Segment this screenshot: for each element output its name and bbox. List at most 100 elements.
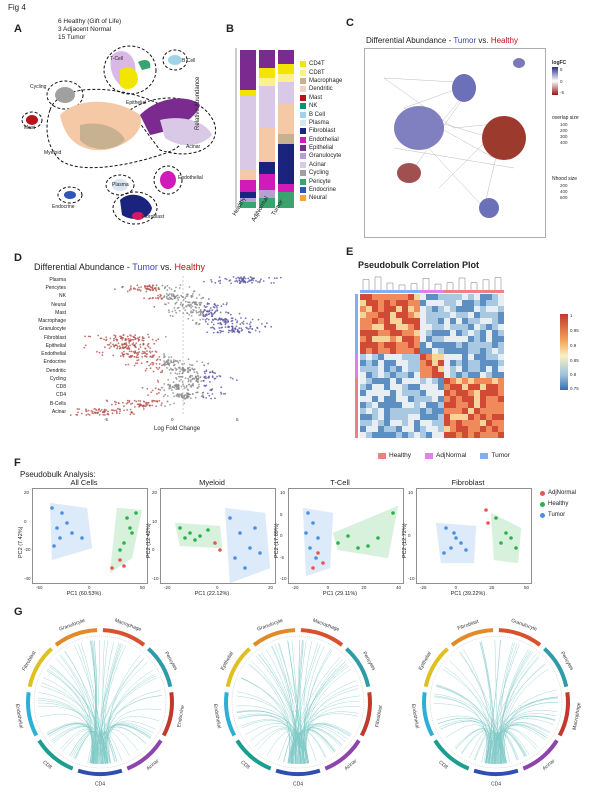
panel-c-nhood-ticks: 200 400 600	[560, 183, 568, 201]
d-row-label: Fibroblast	[44, 334, 66, 341]
e-heat-cell	[468, 342, 474, 348]
e-heat-cell	[456, 390, 462, 396]
d-swarm-point	[163, 395, 165, 398]
f-point-healthy	[193, 538, 197, 542]
e-heat-cell	[438, 378, 444, 384]
d-swarm-point	[185, 305, 187, 307]
d-swarm-point	[199, 303, 202, 306]
d-swarm-point	[217, 319, 220, 321]
e-heat-cell	[408, 354, 414, 360]
g-sector-label: Fibroblast	[374, 704, 384, 727]
umap-label-mast: Mast	[24, 125, 35, 131]
d-swarm-point	[211, 315, 214, 318]
e-heat-cell	[474, 378, 480, 384]
e-heat-cell	[462, 426, 468, 432]
e-heat-cell	[360, 306, 366, 312]
panel-e-letter: E	[346, 246, 354, 258]
d-swarm-point	[258, 331, 261, 333]
e-heat-cell	[396, 408, 402, 414]
b-legend-swatch	[300, 103, 306, 110]
e-heat-cell	[396, 312, 402, 318]
e-heat-cell	[498, 324, 504, 330]
g-link	[106, 726, 147, 764]
e-heat-cell	[492, 432, 498, 438]
d-swarm-point	[108, 347, 111, 349]
d-swarm-point	[128, 355, 131, 358]
f-point-tumor	[253, 526, 257, 530]
g-link	[106, 729, 139, 764]
e-heat-cell	[420, 366, 426, 372]
d-swarm-point	[132, 287, 135, 290]
d-swarm-point	[174, 302, 177, 305]
d-swarm-point	[69, 414, 72, 416]
e-dendro-branch	[398, 284, 406, 292]
d-swarm-point	[207, 362, 210, 365]
g-link	[260, 652, 303, 764]
d-swarm-point	[168, 369, 171, 371]
e-heat-cell	[420, 408, 426, 414]
e-heat-cell	[450, 396, 456, 402]
e-group-bar-top	[432, 290, 438, 293]
e-heat-cell	[486, 384, 492, 390]
b-legend-swatch	[300, 61, 306, 68]
d-swarm-point	[155, 362, 158, 365]
d-swarm-point	[130, 288, 132, 291]
d-swarm-point	[182, 312, 185, 315]
e-heat-cell	[366, 402, 372, 408]
d-swarm-point	[170, 288, 173, 291]
e-heat-cell	[414, 426, 420, 432]
e-heat-cell	[414, 408, 420, 414]
d-swarm-point	[210, 321, 213, 324]
f-point-tumor	[65, 521, 69, 525]
d-swarm-point	[185, 386, 188, 388]
e-heat-cell	[402, 342, 408, 348]
e-heat-cell	[468, 384, 474, 390]
e-heat-cell	[486, 354, 492, 360]
e-heat-cell	[408, 312, 414, 318]
e-heat-cell	[462, 294, 468, 300]
e-heat-cell	[372, 336, 378, 342]
d-swarm-point	[105, 399, 108, 402]
g-link	[434, 695, 488, 764]
d-swarm-point	[157, 338, 160, 341]
d-swarm-point	[179, 368, 181, 370]
e-heat-cell	[468, 372, 474, 378]
d-swarm-point	[138, 288, 141, 291]
f-xlabel: PC1 (60.53%)	[66, 591, 102, 597]
e-heat-cell	[444, 408, 450, 414]
e-heat-cell	[462, 384, 468, 390]
e-heat-cell	[432, 294, 438, 300]
d-swarm-point	[276, 277, 278, 279]
e-heat-cell	[450, 300, 456, 306]
d-swarm-point	[140, 362, 143, 364]
d-swarm-point	[234, 327, 237, 330]
d-swarm-point	[211, 309, 214, 312]
f-point-tumor	[454, 536, 458, 540]
d-swarm-point	[163, 383, 166, 385]
g-sector-label: Endothelial	[14, 704, 24, 729]
e-heat-cell	[372, 390, 378, 396]
d-swarm-point	[251, 281, 254, 284]
d-swarm-point	[270, 282, 273, 284]
d-swarm-point	[170, 359, 172, 362]
g-circos-plot: MacrophagePericytesEndocrineAcinarCD4CD8…	[14, 618, 186, 788]
d-swarm-point	[122, 350, 125, 353]
g-link	[300, 640, 304, 764]
e-group-bar-top	[444, 290, 450, 293]
e-heat-cell	[396, 366, 402, 372]
d-swarm-point	[167, 363, 170, 366]
e-heat-cell	[498, 306, 504, 312]
e-heat-cell	[498, 318, 504, 324]
d-swarm-point	[151, 350, 154, 353]
d-swarm-point	[156, 358, 159, 361]
d-swarm-point	[155, 297, 157, 299]
panel-a-umap	[21, 45, 216, 225]
g-link	[104, 669, 154, 764]
d-swarm-point	[172, 293, 174, 295]
e-heat-cell	[390, 396, 396, 402]
e-heat-cell	[444, 420, 450, 426]
panel-d-title-tumor: Tumor	[132, 262, 158, 272]
e-heat-cell	[360, 408, 366, 414]
d-row-label: Neural	[51, 301, 66, 308]
e-heat-cell	[390, 408, 396, 414]
